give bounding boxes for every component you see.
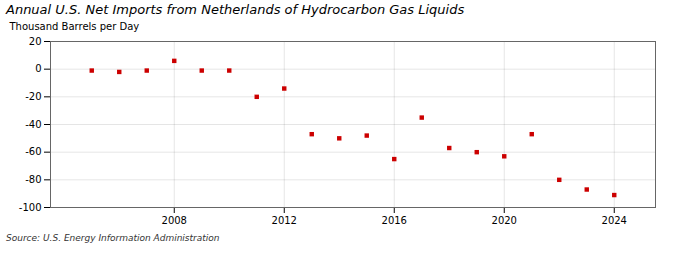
svg-text:20: 20 (29, 36, 42, 47)
svg-text:2008: 2008 (162, 215, 187, 226)
svg-text:Thousand Barrels per Day: Thousand Barrels per Day (9, 21, 140, 32)
svg-text:0: 0 (35, 63, 41, 74)
svg-text:2012: 2012 (272, 215, 297, 226)
svg-text:-80: -80 (25, 174, 41, 185)
svg-text:-100: -100 (19, 202, 42, 213)
html-text:Source: U.S. Energy Informatio: Source: U.S. Energy Information Administ… (6, 233, 220, 243)
svg-text:2024: 2024 (602, 215, 627, 226)
svg-text:2016: 2016 (382, 215, 407, 226)
svg-text:2020: 2020 (492, 215, 517, 226)
svg-text:-20: -20 (25, 91, 41, 102)
html-text:Annual U.S. Net Imports from N: Annual U.S. Net Imports from Netherlands… (6, 2, 465, 17)
svg-text:-40: -40 (25, 119, 41, 130)
svg-text:-60: -60 (25, 146, 41, 157)
